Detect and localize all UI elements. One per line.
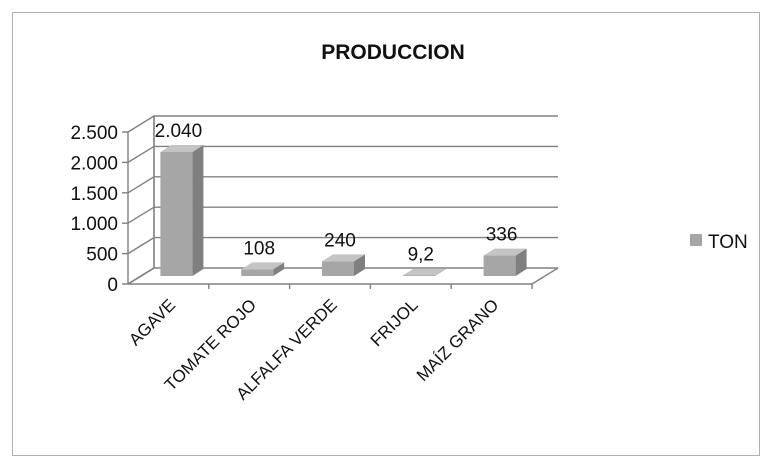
bar-front [322, 261, 354, 276]
bar-front [241, 269, 274, 276]
gridline [127, 206, 558, 224]
x-tick-label: MAÍZ GRANO [413, 295, 503, 385]
y-tick-label: 0 [107, 275, 118, 296]
y-tick-label: 1.500 [70, 184, 118, 205]
grid-layer [127, 115, 559, 285]
legend: TON [690, 232, 748, 253]
y-tick-label: 1.000 [70, 214, 118, 235]
data-label: 2.040 [155, 121, 203, 142]
y-tick-label: 500 [86, 245, 118, 266]
legend-label: TON [708, 232, 748, 253]
bar-side [354, 254, 365, 276]
chart-title: PRODUCCION [321, 41, 465, 64]
bar-front [483, 255, 516, 276]
axis-layer: 0 500 1.000 1.500 2.000 2.500 [70, 123, 533, 296]
bar [241, 262, 285, 276]
legend-swatch [690, 234, 702, 246]
bar-side [192, 144, 204, 276]
data-label: 336 [486, 225, 518, 246]
bar-top [483, 248, 527, 256]
x-tick-label: FRIJOL [367, 295, 422, 350]
chart-area [12, 12, 760, 456]
gridline [127, 145, 558, 163]
data-label: 108 [243, 238, 275, 259]
y-tick-label: 2.000 [70, 153, 118, 174]
x-tick-label: AGAVE [125, 295, 179, 349]
bar-side [434, 268, 446, 276]
bars-layer [160, 144, 527, 276]
back-wall-edge [127, 116, 155, 285]
gridline [127, 176, 558, 194]
bar-top [241, 262, 285, 270]
bar-front [160, 151, 193, 276]
bar [483, 248, 527, 276]
bar [402, 268, 446, 276]
bar [322, 254, 365, 276]
gridline [127, 236, 558, 255]
bar-front [402, 275, 435, 276]
data-label: 9,2 [408, 244, 434, 265]
floor-edge [531, 267, 559, 285]
gridline [127, 115, 558, 133]
bar-side [273, 262, 285, 276]
gridline [127, 267, 558, 285]
y-tick-label: 2.500 [70, 123, 118, 144]
bar [160, 144, 204, 276]
bar-top [322, 254, 365, 262]
data-label: 240 [324, 230, 356, 251]
bar-top [160, 144, 204, 152]
bar-top [402, 268, 446, 276]
bar-side [515, 248, 527, 276]
